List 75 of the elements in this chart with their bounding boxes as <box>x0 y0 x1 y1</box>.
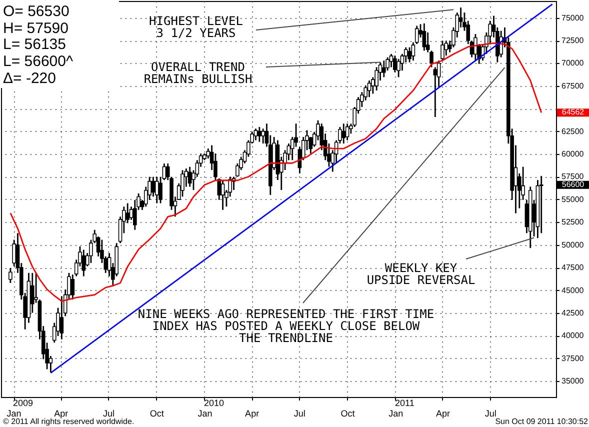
y-tick-label: 67500 <box>562 81 584 90</box>
x-tick-label: Oct <box>150 408 164 418</box>
candlestick <box>220 179 225 211</box>
y-tick-label: 70000 <box>562 58 584 68</box>
x-tick-label: Apr <box>436 408 450 418</box>
text: © 2011 All rights reserved worldwide. <box>3 417 134 426</box>
text: 2009 <box>13 398 34 408</box>
x-tick-label: Jan <box>6 408 22 418</box>
annotation: 56600 <box>562 180 585 189</box>
text: 2011 <box>395 398 414 408</box>
candlestick <box>345 122 350 141</box>
candlestick <box>70 274 75 300</box>
y-tick-label: 62500 <box>562 126 584 136</box>
annotation: H= 57590 <box>3 20 68 37</box>
candlestick <box>180 170 184 198</box>
candlestick <box>374 66 378 92</box>
x-tick-label: Jul <box>484 408 496 418</box>
annotation: L= 56135 <box>3 36 66 53</box>
candlestick <box>154 176 159 204</box>
y-tick-label: 45000 <box>562 286 584 295</box>
candlestick <box>440 40 444 62</box>
y-tick-label: 72500 <box>562 36 584 46</box>
candlestick <box>342 122 346 144</box>
annotation: Δ= -220 <box>3 70 56 87</box>
text: 2010 <box>204 398 224 408</box>
candlestick <box>411 42 416 62</box>
candlestick <box>408 46 412 64</box>
candlestick <box>392 54 397 73</box>
candlestick <box>382 60 386 78</box>
candlestick <box>458 6 463 28</box>
x-tick-label: Jan <box>388 408 404 418</box>
candlestick <box>261 128 265 144</box>
candlestick <box>126 202 130 224</box>
annotation: L= 56600^ <box>3 53 74 70</box>
candlestick <box>367 80 372 98</box>
x-tick-label: Jul <box>102 408 114 418</box>
x-tick-label: Jul <box>294 408 306 418</box>
text: Sun Oct 09 2011 10:30:52 <box>495 417 589 426</box>
candlestick <box>433 66 438 118</box>
y-tick-label: 57500 <box>562 172 584 182</box>
y-tick-label: 47500 <box>562 263 584 272</box>
candlestick <box>258 126 262 143</box>
annotation: O= 56530 <box>3 3 70 20</box>
y-tick-label: 35000 <box>562 376 584 386</box>
y-tick-label: 60000 <box>562 150 584 159</box>
candlestick <box>82 249 86 277</box>
candlestick <box>8 267 12 284</box>
y-tick-label: 75000 <box>562 13 584 22</box>
candlestick <box>30 272 34 314</box>
candlestick <box>254 128 258 141</box>
candlestick <box>422 22 426 52</box>
candlestick <box>151 176 156 198</box>
y-tick-label: 40000 <box>562 331 584 340</box>
candlestick <box>474 33 478 62</box>
x-tick-label: Apr <box>54 408 68 418</box>
x-tick-label: Apr <box>245 408 260 418</box>
candlestick <box>389 53 394 68</box>
y-tick-label: 52500 <box>562 218 584 227</box>
candlestick <box>444 40 448 56</box>
candlestick <box>396 58 400 78</box>
annotation: WEEKLY KEY UPSIDE REVERSAL <box>366 261 476 287</box>
y-tick-label: 50000 <box>562 240 584 250</box>
candlestick <box>414 25 419 45</box>
x-tick-label: Oct <box>340 408 356 418</box>
candlestick <box>188 166 192 188</box>
annotation: 64562 <box>562 108 585 117</box>
candlestick <box>60 295 64 340</box>
y-tick-label: 37500 <box>562 354 584 363</box>
candlestick <box>539 175 544 234</box>
annotation: HIGHEST LEVEL 3 1/2 YEARS <box>149 14 243 40</box>
annotation: NINE WEEKS AGO REPRESENTED THE FIRST TIME INDEX HAS POSTED A WEEKLY CLOSE BELOW THE TRENDLINE <box>138 307 434 345</box>
annotation: OVERALL TREND REMAINs BULLISH <box>144 60 252 86</box>
y-tick-label: 42500 <box>562 308 584 318</box>
y-tick-label: 55000 <box>562 194 584 204</box>
x-tick-label: Jan <box>198 408 212 418</box>
